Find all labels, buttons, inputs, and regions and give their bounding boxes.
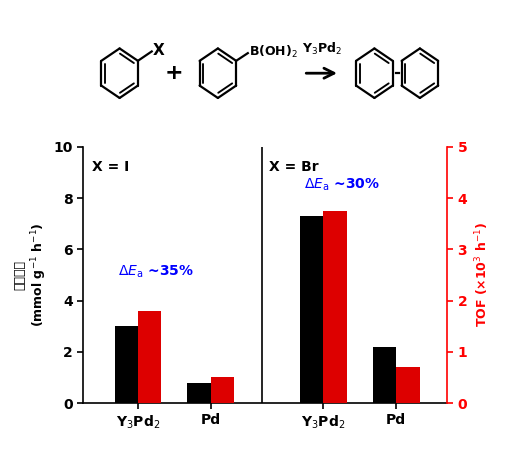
- Bar: [396, 367, 420, 403]
- Text: +: +: [165, 63, 184, 83]
- Bar: [300, 216, 323, 403]
- Text: B(OH)$_2$: B(OH)$_2$: [249, 44, 298, 60]
- Text: $\Delta\mathit{E}_\mathrm{a}$ ~35%: $\Delta\mathit{E}_\mathrm{a}$ ~35%: [118, 264, 194, 280]
- Bar: [323, 211, 347, 403]
- Text: Y$_3$Pd$_2$: Y$_3$Pd$_2$: [302, 41, 342, 57]
- Bar: [138, 311, 161, 403]
- Y-axis label: 反応速度
(mmol g$^{-1}$ h$^{-1}$): 反応速度 (mmol g$^{-1}$ h$^{-1}$): [14, 223, 49, 327]
- Bar: [211, 377, 234, 403]
- Text: X: X: [153, 43, 165, 58]
- Bar: [114, 326, 138, 403]
- Y-axis label: TOF (×10$^3$ h$^{-1}$): TOF (×10$^3$ h$^{-1}$): [473, 223, 490, 327]
- Text: $\Delta\mathit{E}_\mathrm{a}$ ~30%: $\Delta\mathit{E}_\mathrm{a}$ ~30%: [304, 177, 380, 193]
- Text: X = Br: X = Br: [269, 160, 318, 174]
- Bar: [373, 347, 396, 403]
- Text: X = I: X = I: [92, 160, 129, 174]
- Bar: [187, 382, 211, 403]
